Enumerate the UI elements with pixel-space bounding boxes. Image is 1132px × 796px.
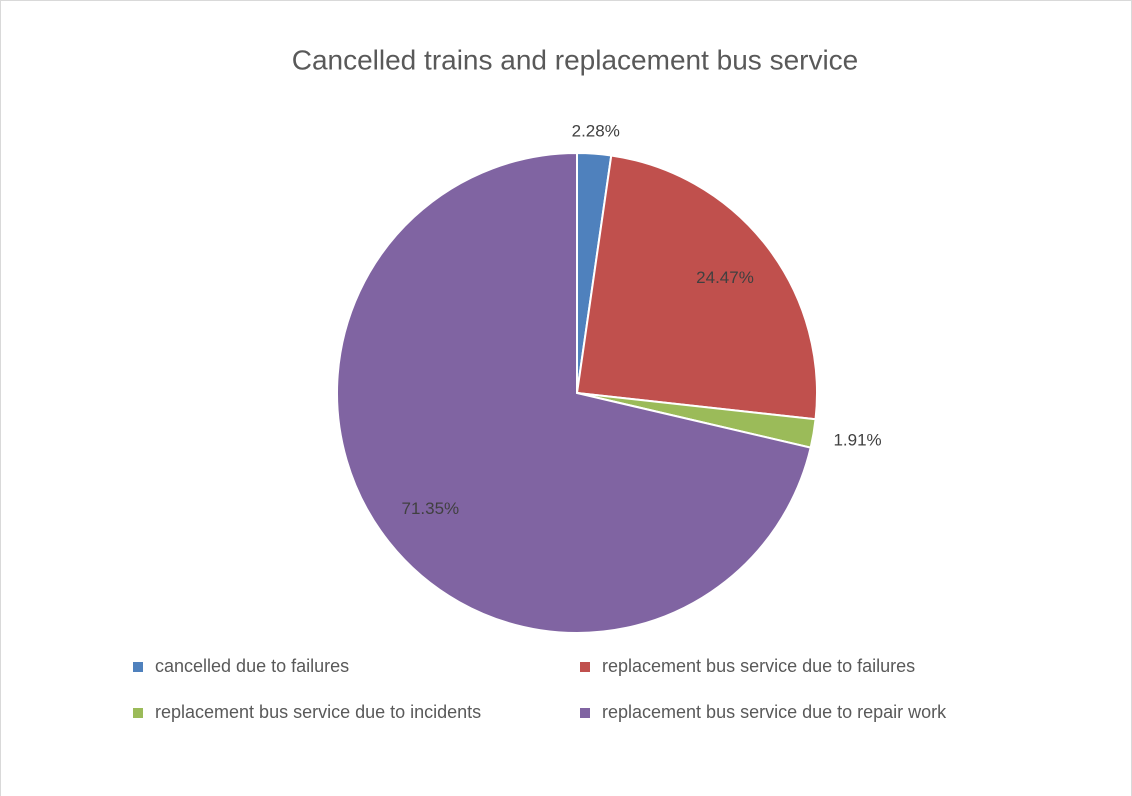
legend-swatch — [133, 662, 143, 672]
legend-swatch — [580, 708, 590, 718]
legend-label: replacement bus service due to failures — [602, 656, 915, 676]
data-label: 71.35% — [401, 499, 459, 518]
legend-swatch — [133, 708, 143, 718]
data-label: 24.47% — [696, 268, 754, 287]
pie-slice — [336, 151, 812, 634]
legend-label: replacement bus service due to incidents — [155, 702, 481, 722]
legend-label: replacement bus service due to repair wo… — [602, 702, 947, 722]
data-label: 2.28% — [572, 121, 620, 140]
pie-slice — [575, 154, 818, 421]
chart-title: Cancelled trains and replacement bus ser… — [292, 44, 859, 75]
legend-label: cancelled due to failures — [155, 656, 349, 676]
data-label: 1.91% — [833, 431, 881, 450]
legend-swatch — [580, 662, 590, 672]
